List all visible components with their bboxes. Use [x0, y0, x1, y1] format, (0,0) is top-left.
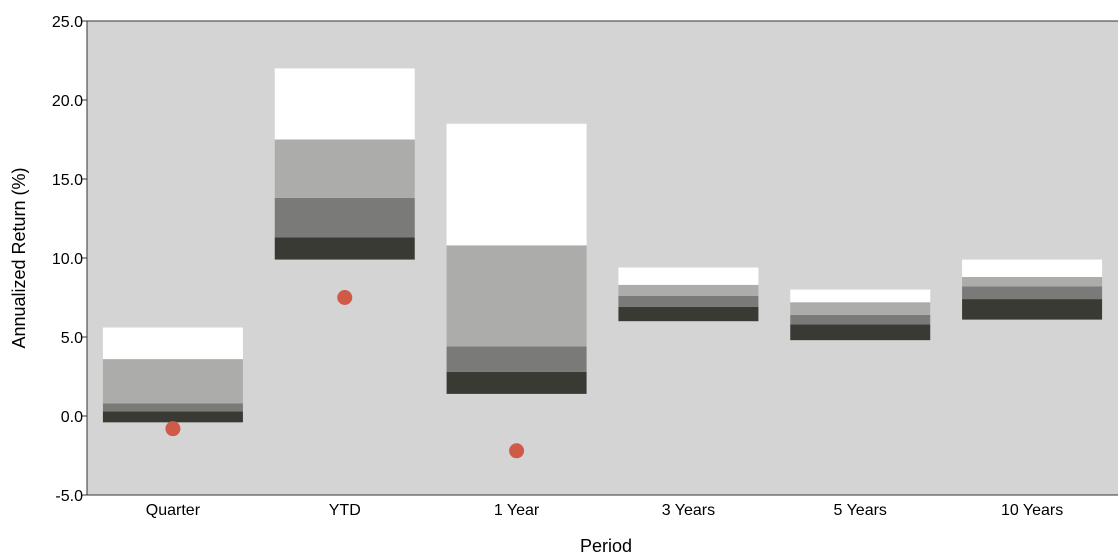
- bars-layer: [102, 68, 1103, 423]
- x-tick-label: Quarter: [146, 502, 201, 519]
- y-tick-label: 10.0: [52, 251, 83, 268]
- x-axis-ticks: Quarter YTD 1 Year 3 Years 5 Years 10 Years: [146, 502, 1063, 519]
- range-band-3: [446, 245, 587, 347]
- range-band-4: [962, 259, 1103, 277]
- range-band-3: [618, 284, 759, 296]
- range-band-2: [102, 403, 243, 412]
- x-tick-label: 3 Years: [662, 502, 715, 519]
- range-band-2: [274, 197, 415, 238]
- x-tick-label: 5 Years: [834, 502, 887, 519]
- range-band-2: [446, 346, 587, 372]
- range-band-4: [446, 123, 587, 246]
- y-tick-label: 0.0: [61, 409, 83, 426]
- range-band-1: [962, 299, 1103, 320]
- range-band-1: [446, 371, 587, 394]
- range-band-1: [790, 324, 931, 341]
- range-band-1: [274, 237, 415, 260]
- y-axis-ticks: -5.0 0.0 5.0 10.0 15.0 20.0 25.0: [52, 14, 87, 505]
- y-tick-label: 25.0: [52, 14, 83, 31]
- portfolio-return-marker: [165, 421, 181, 437]
- portfolio-return-marker: [337, 290, 353, 305]
- x-axis-title: Period: [580, 536, 632, 555]
- range-band-2: [962, 286, 1103, 300]
- y-tick-label: 20.0: [52, 93, 83, 110]
- range-band-3: [962, 276, 1103, 287]
- range-band-4: [102, 327, 243, 360]
- markers-layer: [165, 290, 525, 459]
- plot-area: [87, 21, 1118, 495]
- y-tick-label: 5.0: [61, 330, 83, 347]
- portfolio-return-marker: [509, 443, 525, 459]
- range-band-4: [618, 267, 759, 285]
- y-tick-label: -5.0: [55, 488, 83, 505]
- range-band-3: [102, 359, 243, 404]
- x-tick-label: YTD: [329, 502, 361, 519]
- range-band-2: [618, 295, 759, 307]
- range-band-1: [618, 306, 759, 322]
- range-band-4: [790, 289, 931, 303]
- range-band-3: [274, 139, 415, 198]
- range-band-1: [102, 411, 243, 423]
- range-band-4: [274, 68, 415, 140]
- range-band-3: [790, 302, 931, 315]
- x-tick-label: 10 Years: [1001, 502, 1063, 519]
- x-tick-label: 1 Year: [494, 502, 540, 519]
- y-axis-title: Annualized Return (%): [9, 167, 29, 348]
- y-tick-label: 15.0: [52, 172, 83, 189]
- range-band-2: [790, 314, 931, 325]
